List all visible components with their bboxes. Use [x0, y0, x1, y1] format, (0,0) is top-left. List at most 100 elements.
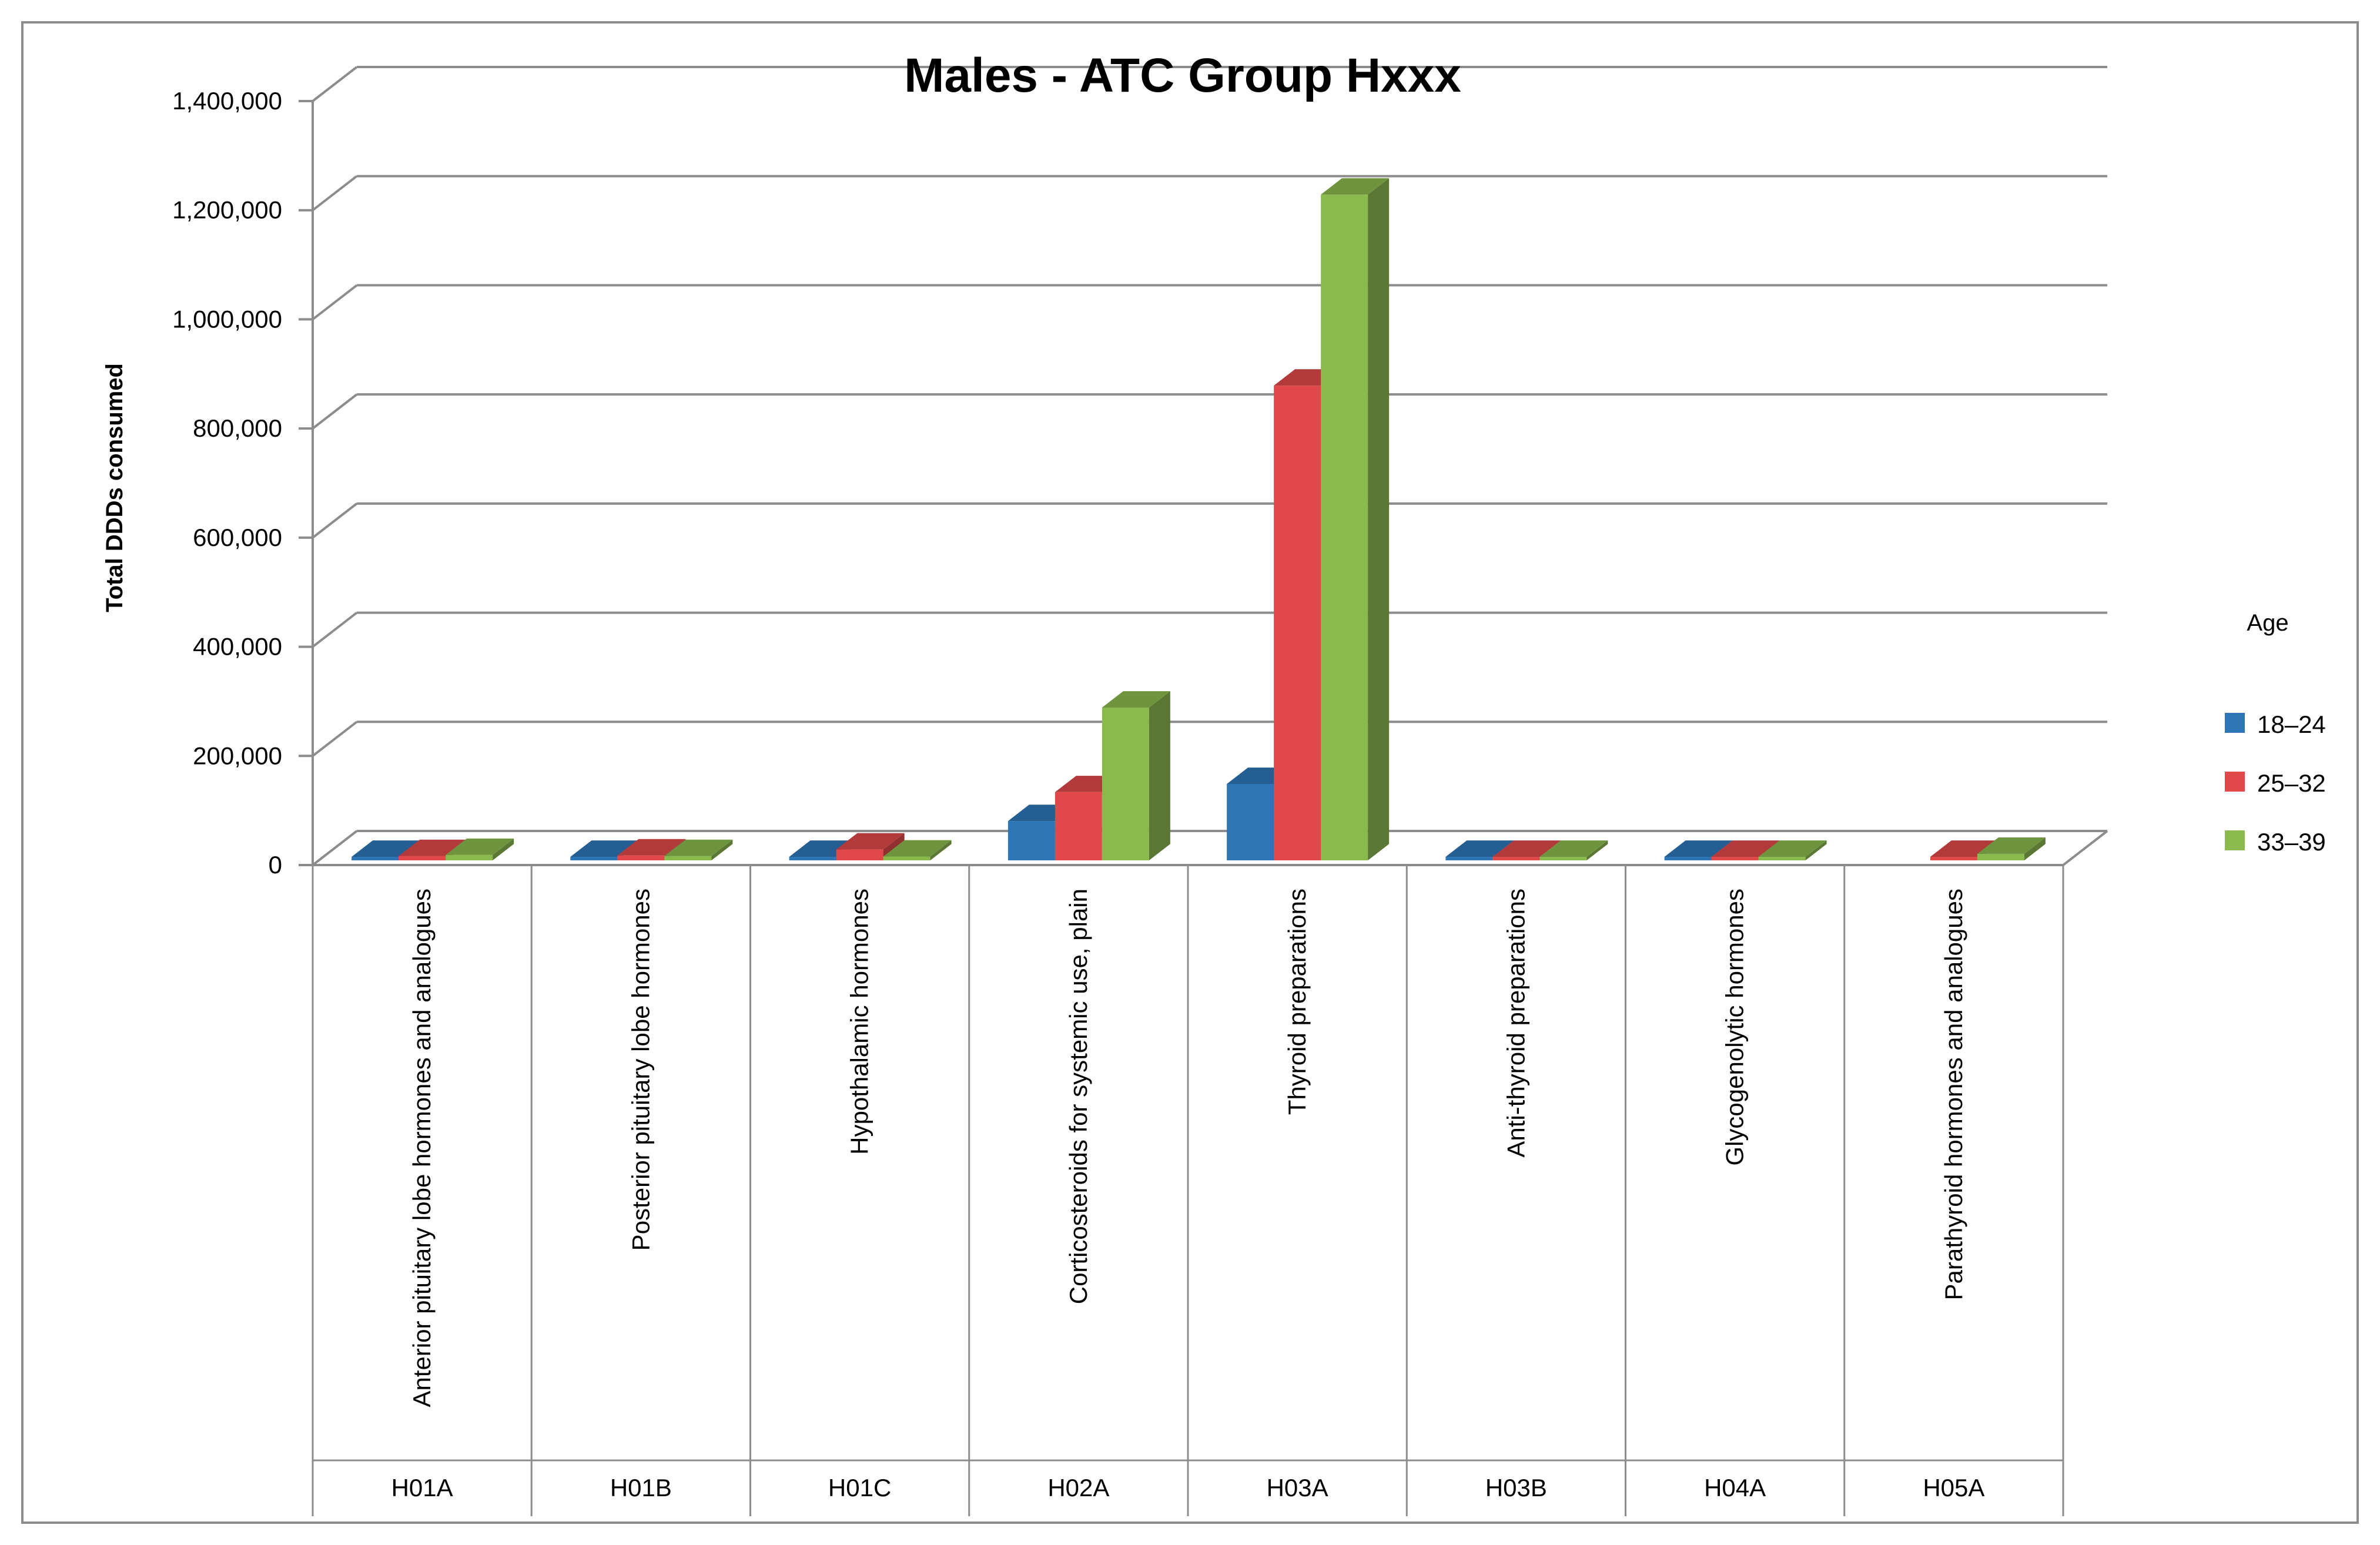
bar-top: [1492, 840, 1561, 857]
bar-top: [836, 833, 905, 850]
category-code-label: H02A: [1047, 1474, 1109, 1502]
legend: Age 18–24 25–32 33–39: [2225, 610, 2326, 856]
category-labels: H01A Anterior pituitary lobe hormones and…: [391, 889, 1985, 1502]
bar-front: [1539, 857, 1587, 860]
bar-front: [446, 854, 493, 860]
bar-front: [617, 855, 665, 860]
bar-front: [1274, 386, 1321, 860]
axes: [299, 100, 2108, 1516]
y-tick-label: 600,000: [193, 524, 282, 551]
bar-side: [930, 840, 952, 860]
bar-H05A-33–39: [1977, 837, 2046, 860]
y-tick-label: 0: [269, 851, 282, 879]
gridline-depth: [312, 66, 358, 102]
category-description-label: Hypothalamic hormones: [846, 889, 873, 1155]
chart-frame: 0 200,000 400,000 600,000 800,000 1,000,000 1,…: [21, 21, 2359, 1524]
bar-top: [1758, 840, 1827, 857]
bar-top: [1664, 840, 1733, 857]
bar-front: [399, 856, 446, 860]
bar-top: [664, 839, 733, 856]
gridline-depth: [312, 284, 358, 321]
y-tick-label: 1,200,000: [172, 196, 282, 224]
bar-front: [836, 849, 883, 860]
category-description-label: Posterior pituitary lobe hormones: [627, 889, 654, 1251]
gridline-depth: [312, 175, 358, 212]
chart-canvas: 0 200,000 400,000 600,000 800,000 1,000,000 1,…: [102, 49, 2326, 1516]
bar-H01C-33–39: [883, 840, 952, 860]
bar-top: [1977, 837, 2046, 854]
gridline-depth: [312, 830, 358, 866]
bar-front: [1007, 821, 1055, 860]
bar-front: [570, 857, 618, 860]
category-description-label: Corticosteroids for systemic use, plain: [1065, 889, 1092, 1304]
bar-front: [1055, 792, 1102, 860]
bar-top: [1445, 840, 1514, 857]
bar-front: [1711, 857, 1759, 860]
legend-swatch: [2225, 830, 2245, 850]
chart-title: Males - ATC Group Hxxx: [904, 49, 1461, 102]
bar-side: [1149, 691, 1170, 860]
bar-top: [1321, 178, 1390, 195]
bar-side: [1368, 178, 1390, 860]
bar-H03A-33–39: [1321, 178, 1390, 861]
bar-side: [1586, 840, 1608, 860]
bar-front: [883, 856, 930, 860]
bar-top: [1539, 840, 1608, 857]
bar-H04A-33–39: [1758, 840, 1827, 860]
category-code-label: H03A: [1267, 1474, 1328, 1502]
bar-front: [1102, 708, 1149, 860]
category-code-label: H01C: [828, 1474, 891, 1502]
bar-top: [352, 840, 420, 857]
gridline-depth: [312, 502, 358, 539]
category-code-label: H01A: [391, 1474, 453, 1502]
y-tick-label: 1,000,000: [172, 305, 282, 333]
y-axis-title: Total DDDs consumed: [102, 363, 128, 612]
bar-front: [352, 857, 399, 860]
category-description-label: Anterior pituitary lobe hormones and ana…: [408, 889, 436, 1407]
gridlines: [312, 66, 2107, 866]
legend-title: Age: [2247, 610, 2288, 636]
bar-top: [883, 840, 952, 857]
y-tick-label: 1,400,000: [172, 87, 282, 115]
category-description-label: Parathyroid hormones and analogues: [1940, 889, 1967, 1300]
bar-H01A-33–39: [446, 838, 514, 860]
bar-top: [446, 838, 514, 855]
category-description-label: Glycogenolytic hormones: [1721, 889, 1749, 1166]
bar-H01B-33–39: [664, 839, 733, 860]
bar-side: [493, 838, 514, 860]
legend-label: 25–32: [2257, 769, 2326, 797]
legend-swatch: [2225, 772, 2245, 792]
bar-front: [1758, 857, 1806, 860]
category-code-label: H01B: [610, 1474, 672, 1502]
bar-front: [1930, 857, 1977, 860]
legend-label: 18–24: [2257, 711, 2326, 738]
gridline-depth: [312, 611, 358, 648]
bar-top: [1711, 840, 1780, 857]
category-code-label: H03B: [1485, 1474, 1547, 1502]
category-code-label: H05A: [1923, 1474, 1984, 1502]
y-tick-labels: 0 200,000 400,000 600,000 800,000 1,000,000 1,…: [172, 87, 282, 879]
bar-front: [1977, 853, 2024, 860]
bar-front: [1664, 857, 1712, 860]
bar-H02A-33–39: [1102, 691, 1170, 860]
bar-side: [711, 839, 733, 860]
floor-edge: [2062, 830, 2108, 866]
y-tick-label: 800,000: [193, 414, 282, 442]
bar-front: [1321, 195, 1368, 861]
bar-H03B-33–39: [1539, 840, 1608, 860]
bar-top: [617, 839, 686, 856]
gridline-depth: [312, 720, 358, 757]
bar-side: [1805, 840, 1827, 860]
category-description-label: Anti-thyroid preparations: [1502, 889, 1529, 1158]
category-description-label: Thyroid preparations: [1283, 889, 1311, 1115]
legend-swatch: [2225, 713, 2245, 733]
bar-front: [789, 857, 836, 860]
bar-H01C-25–32: [836, 833, 905, 860]
y-tick-label: 400,000: [193, 633, 282, 661]
bars: [352, 178, 2046, 861]
y-tick-label: 200,000: [193, 742, 282, 769]
bar-front: [664, 856, 712, 860]
bar-top: [1102, 691, 1170, 708]
bar-front: [1227, 784, 1274, 860]
gridline-depth: [312, 393, 358, 430]
